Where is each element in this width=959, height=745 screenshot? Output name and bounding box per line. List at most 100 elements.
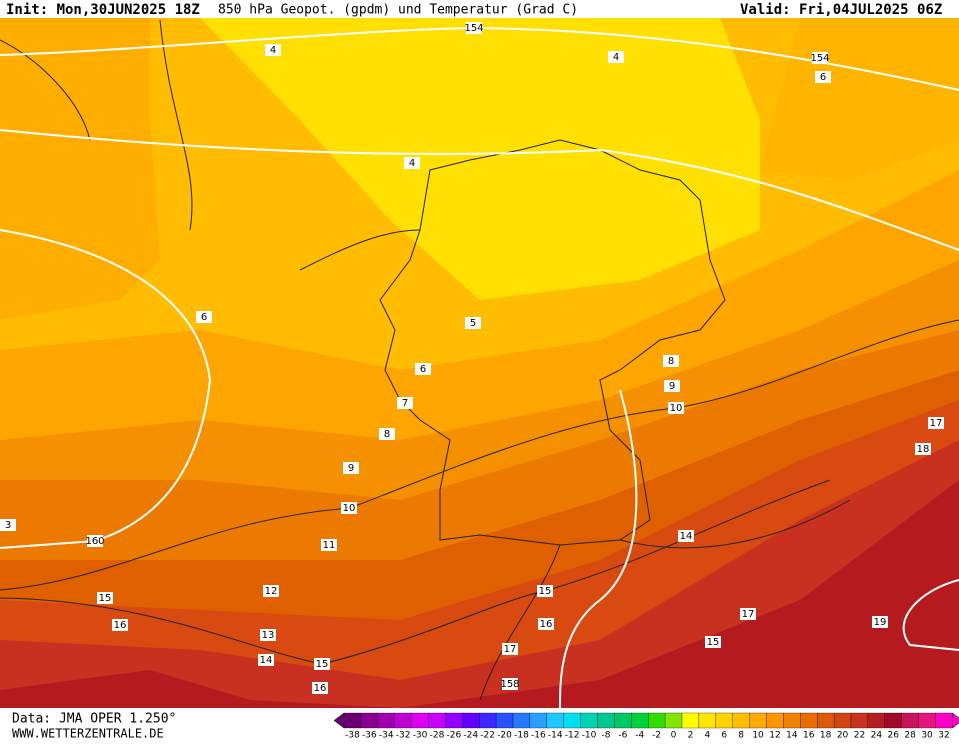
- contour-label: 8: [668, 356, 674, 367]
- field-band: [0, 480, 959, 708]
- label-box: [915, 443, 931, 455]
- label-box: [97, 592, 113, 604]
- scale-box: [428, 712, 446, 729]
- contour-label: 15: [707, 637, 720, 648]
- contour-label: 16: [540, 619, 553, 630]
- contour-label: 11: [323, 540, 336, 551]
- scale-box: [918, 712, 936, 729]
- scale-label: -18: [514, 731, 529, 741]
- label-box: [678, 530, 694, 542]
- scale-box: [749, 712, 767, 729]
- scale-label: -12: [565, 731, 580, 741]
- label-box: [664, 380, 680, 392]
- scale-label: -16: [531, 731, 546, 741]
- contour-label: 13: [262, 630, 275, 641]
- scale-label: -2: [652, 731, 661, 741]
- scale-arrow: [952, 712, 959, 729]
- contour-label: 4: [270, 45, 276, 56]
- scale-box: [664, 712, 683, 729]
- scale-label: 20: [837, 731, 849, 741]
- contour-label: 14: [680, 531, 693, 542]
- label-box: [812, 52, 828, 64]
- scale-box: [867, 712, 885, 729]
- scale-box: [445, 712, 463, 729]
- scale-label: 4: [704, 731, 710, 741]
- scale-label: 28: [904, 731, 916, 741]
- label-box: [260, 629, 276, 641]
- label-box: [663, 355, 679, 367]
- label-box: [502, 678, 518, 690]
- label-box: [872, 616, 888, 628]
- contour-label: 160: [85, 536, 104, 547]
- field-band: [760, 18, 959, 180]
- scale-box: [597, 712, 615, 729]
- geopotential: [0, 26, 959, 709]
- scale-label: -26: [446, 731, 461, 741]
- data-source: Data: JMA OPER 1.250°: [12, 712, 176, 727]
- scale-label: -14: [548, 731, 563, 741]
- label-box: [668, 402, 684, 414]
- scale-label: 22: [854, 731, 865, 741]
- scale-box: [495, 712, 514, 729]
- scale-box: [546, 712, 564, 729]
- scale-label: 26: [888, 731, 900, 741]
- label-box: [0, 519, 16, 531]
- contour-labels: 154 4 4 154 6 4 6 5 6 8 9 10 7 8 17 18 9 10 14 11 160 3 12 15 15…: [0, 22, 944, 694]
- scale-label: -22: [480, 731, 495, 741]
- contour-label: 3: [5, 520, 11, 531]
- scale-box: [580, 712, 598, 729]
- scale-label: 8: [738, 731, 744, 741]
- scale-label: 14: [786, 731, 798, 741]
- label-box: [705, 636, 721, 648]
- scale-box: [394, 712, 412, 729]
- contour-label: 17: [930, 418, 943, 429]
- field-band: [200, 18, 760, 300]
- geopotential-line: [0, 229, 212, 549]
- contour-label: 17: [742, 609, 755, 620]
- scale-label: 12: [769, 731, 780, 741]
- scale-box: [648, 712, 666, 729]
- scale-box: [732, 712, 750, 729]
- label-box: [196, 311, 212, 323]
- field-band: [0, 18, 160, 320]
- scale-box: [479, 712, 497, 729]
- scale-label: 18: [820, 731, 832, 741]
- scale-box: [850, 712, 869, 729]
- contour-label: 158: [500, 679, 519, 690]
- label-box: [112, 619, 128, 631]
- scale-box: [377, 712, 395, 729]
- contour-label: 15: [99, 593, 112, 604]
- isotherm-line: [0, 319, 959, 591]
- contour-label: 19: [874, 617, 887, 628]
- scale-label: 10: [752, 731, 764, 741]
- contour-label: 12: [265, 586, 278, 597]
- label-box: [815, 71, 831, 83]
- label-box: [502, 643, 518, 655]
- scale-label: -38: [345, 731, 360, 741]
- contour-label: 16: [114, 620, 127, 631]
- contour-label: 15: [316, 659, 329, 670]
- scale-box: [901, 712, 919, 729]
- scale-label: -20: [497, 731, 512, 741]
- map-title: 850 hPa Geopot. (gpdm) und Temperatur (G…: [218, 3, 578, 18]
- scale-label: -10: [582, 731, 597, 741]
- label-box: [466, 22, 482, 34]
- scale-box: [462, 712, 480, 729]
- label-box: [263, 585, 279, 597]
- contour-label: 154: [464, 23, 483, 34]
- label-box: [379, 428, 395, 440]
- label-box: [314, 658, 330, 670]
- scale-box: [614, 712, 632, 729]
- label-box: [397, 397, 413, 409]
- country-border: [379, 139, 726, 546]
- borders: [0, 19, 851, 701]
- contour-label: 8: [384, 429, 390, 440]
- label-box: [608, 51, 624, 63]
- label-box: [343, 462, 359, 474]
- scale-label: 32: [938, 731, 949, 741]
- header-bar: [0, 0, 959, 18]
- label-box: [87, 535, 103, 547]
- label-box: [537, 585, 553, 597]
- scale-box: [698, 712, 716, 729]
